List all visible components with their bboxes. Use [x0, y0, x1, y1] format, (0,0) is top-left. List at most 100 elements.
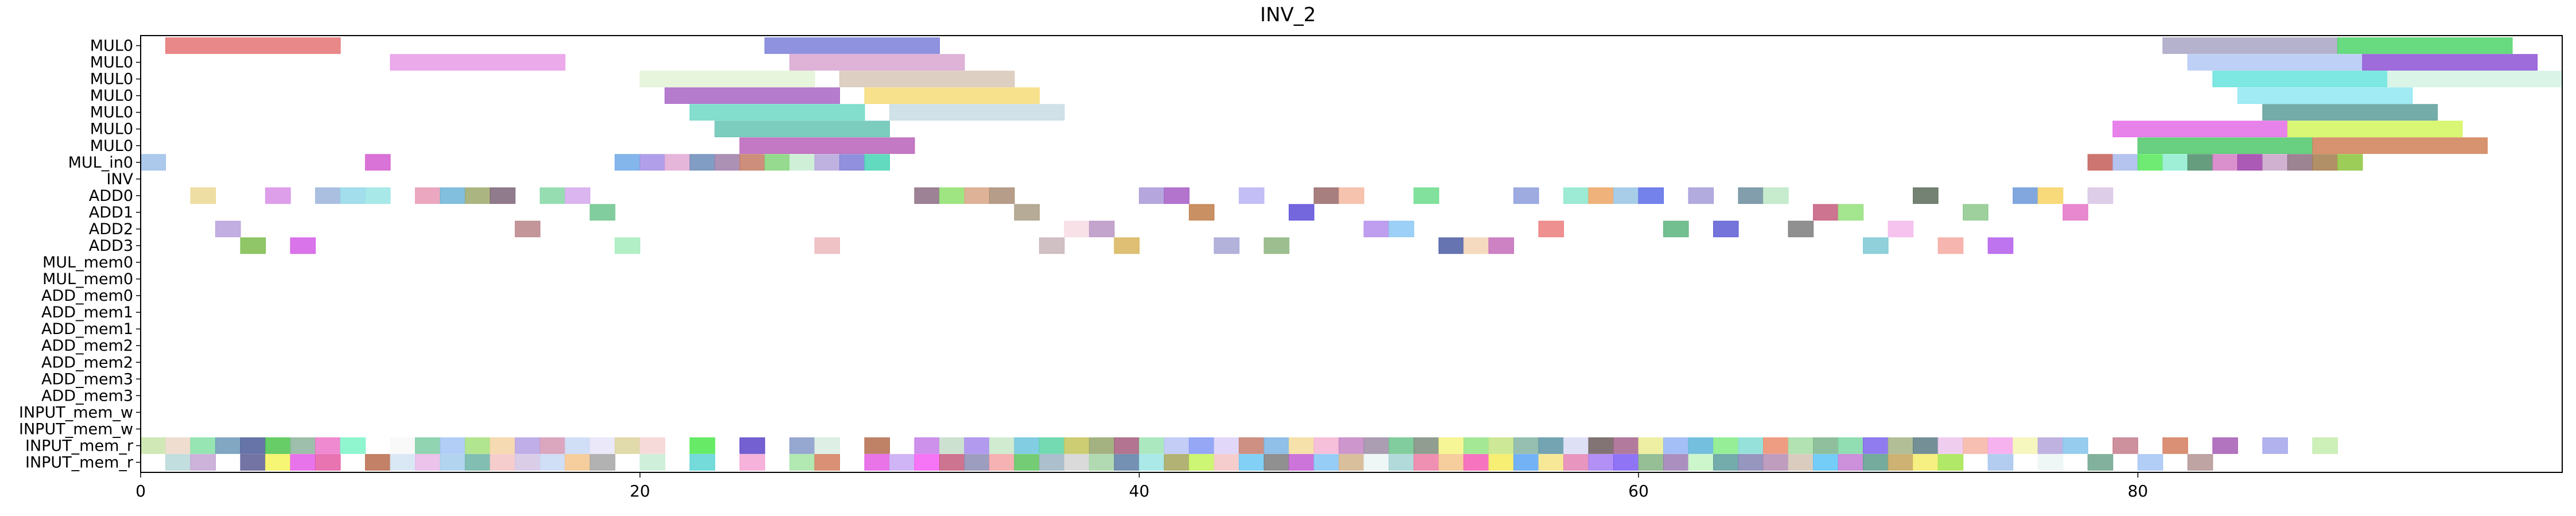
input-mem-r-cell-25-22: [689, 454, 715, 471]
gantt-bar-89: [215, 220, 241, 238]
input-mem-r-cell-25-27: [814, 454, 840, 471]
y-tick-label-4: MUL0: [90, 104, 133, 122]
gantt-bar-110: [1488, 237, 1514, 254]
input-mem-r-cell-24-79: [2112, 437, 2139, 454]
input-mem-r-cell-25-13: [464, 454, 491, 471]
input-mem-r-cell-24-2: [190, 437, 216, 454]
gantt-bar-26: [614, 154, 641, 171]
input-mem-r-cell-24-11: [415, 437, 441, 454]
input-mem-r-cell-24-17: [564, 437, 591, 454]
y-tick-label-0: MUL0: [90, 37, 133, 55]
gantt-bar-64: [1164, 187, 1190, 204]
gantt-bar-19: [2112, 121, 2288, 138]
y-tick-label-14: MUL_mem0: [42, 270, 133, 288]
gantt-bar-14: [2237, 87, 2413, 104]
input-mem-r-cell-24-58: [1588, 437, 1614, 454]
y-tick-label-10: ADD1: [89, 204, 133, 222]
x-tick-label-1: 20: [630, 482, 650, 501]
y-tick-label-1: MUL0: [90, 54, 133, 72]
input-mem-r-cell-24-32: [939, 437, 965, 454]
input-mem-r-cell-25-4: [240, 454, 266, 471]
input-mem-r-cell-25-43: [1214, 454, 1239, 471]
x-tick-label-2: 40: [1129, 482, 1150, 501]
gantt-bar-59: [914, 187, 940, 204]
gantt-bar-107: [1264, 237, 1289, 254]
gantt-bar-65: [1238, 187, 1265, 204]
input-mem-r-cell-25-33: [964, 454, 990, 471]
gantt-bar-55: [464, 187, 491, 204]
input-mem-r-cell-25-63: [1713, 454, 1739, 471]
input-mem-r-cell-24-56: [1538, 437, 1564, 454]
gantt-bar-82: [1014, 204, 1040, 221]
y-tick-label-22: INPUT_mem_w: [19, 404, 133, 421]
input-mem-r-cell-24-46: [1288, 437, 1315, 454]
y-tick-label-2: MUL0: [90, 71, 133, 88]
input-mem-r-cell-25-31: [914, 454, 940, 471]
y-tick-label-25: INPUT_mem_r: [25, 453, 134, 471]
gantt-bar-20: [2287, 121, 2463, 138]
input-mem-r-cell-25-56: [1538, 454, 1564, 471]
input-mem-r-cell-24-47: [1314, 437, 1339, 454]
input-mem-r-cell-24-48: [1338, 437, 1365, 454]
gantt-bar-69: [1513, 187, 1539, 204]
gantt-bar-5: [789, 54, 965, 71]
gantt-bar-49: [265, 187, 291, 204]
input-mem-r-cell-25-17: [564, 454, 591, 471]
input-mem-r-cell-25-47: [1314, 454, 1339, 471]
input-mem-r-cell-24-3: [215, 437, 241, 454]
gantt-bar-38: [2112, 154, 2139, 171]
gantt-bar-93: [1363, 220, 1389, 238]
gantt-bar-111: [1862, 237, 1889, 254]
gantt-bar-39: [2137, 154, 2163, 171]
gantt-bar-71: [1588, 187, 1614, 204]
gantt-bar-66: [1314, 187, 1339, 204]
gantt-bar-104: [1039, 237, 1065, 254]
input-mem-r-cell-24-59: [1613, 437, 1639, 454]
y-tick-label-24: INPUT_mem_r: [25, 437, 134, 455]
input-mem-r-cell-25-52: [1438, 454, 1465, 471]
gantt-bar-32: [764, 154, 791, 171]
input-mem-r-cell-24-68: [1838, 437, 1864, 454]
input-mem-r-cell-25-66: [1788, 454, 1814, 471]
input-mem-r-cell-25-35: [1014, 454, 1040, 471]
input-mem-r-cell-25-80: [2137, 454, 2163, 471]
input-mem-r-cell-24-87: [2312, 437, 2338, 454]
input-mem-r-cell-24-66: [1788, 437, 1814, 454]
input-mem-r-cell-24-6: [290, 437, 316, 454]
gantt-bar-70: [1563, 187, 1589, 204]
input-mem-r-cell-24-18: [590, 437, 615, 454]
gantt-bar-87: [1962, 204, 1989, 221]
gantt-bar-72: [1613, 187, 1639, 204]
gantt-bar-74: [1688, 187, 1714, 204]
gantt-bar-10: [2212, 71, 2388, 87]
input-mem-r-cell-24-45: [1264, 437, 1289, 454]
input-mem-r-cell-24-69: [1862, 437, 1889, 454]
gantt-bar-35: [839, 154, 865, 171]
y-tick-label-18: ADD_mem2: [41, 337, 133, 355]
input-mem-r-cell-25-44: [1238, 454, 1265, 471]
gantt-bar-77: [1912, 187, 1939, 204]
gantt-bar-83: [1188, 204, 1215, 221]
gantt-bar-94: [1388, 220, 1415, 238]
gantt-bar-58: [564, 187, 591, 204]
input-mem-r-cell-24-61: [1663, 437, 1689, 454]
input-mem-r-cell-25-36: [1039, 454, 1065, 471]
gantt-bar-28: [664, 154, 691, 171]
input-mem-r-cell-25-82: [2187, 454, 2213, 471]
gantt-bar-63: [1138, 187, 1165, 204]
input-mem-r-cell-25-41: [1164, 454, 1190, 471]
gantt-bar-98: [1788, 220, 1814, 238]
input-mem-r-cell-24-33: [964, 437, 990, 454]
input-mem-r-cell-25-9: [365, 454, 391, 471]
input-mem-r-cell-24-31: [914, 437, 940, 454]
input-mem-r-cell-24-27: [814, 437, 840, 454]
gantt-bar-112: [1938, 237, 1963, 254]
input-mem-r-cell-24-26: [789, 437, 815, 454]
gantt-bar-61: [964, 187, 990, 204]
input-mem-r-cell-24-81: [2162, 437, 2188, 454]
input-mem-r-cell-25-62: [1688, 454, 1714, 471]
y-tick-label-20: ADD_mem3: [41, 370, 133, 388]
input-mem-r-cell-24-75: [2012, 437, 2039, 454]
y-tick-label-3: MUL0: [90, 87, 133, 105]
input-mem-r-cell-25-46: [1288, 454, 1315, 471]
